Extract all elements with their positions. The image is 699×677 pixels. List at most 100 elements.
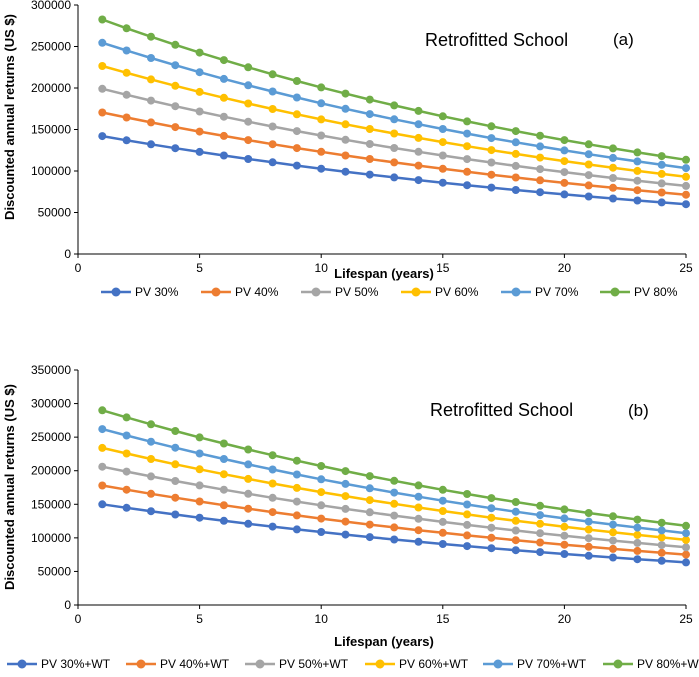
- chart-a-series-2-point: [195, 127, 204, 136]
- chart-b-series-1-point: [292, 525, 301, 534]
- chart-a-series-6-point: [560, 136, 569, 145]
- chart-b-series-1-point: [98, 500, 107, 509]
- chart-b-series-4-point: [584, 525, 593, 534]
- chart-b-series-6-point: [292, 456, 301, 465]
- chart-b-series-4-point: [122, 449, 131, 458]
- chart-a-series-5-point: [195, 68, 204, 77]
- chart-b-series-3-point: [195, 481, 204, 490]
- chart-b-series-2-point: [633, 546, 642, 555]
- chart-a-x-tick-label: 5: [196, 261, 203, 275]
- chart-a-series-1-point: [657, 198, 666, 207]
- chart-a-series-6-point: [390, 101, 399, 110]
- chart-a-series-2-point: [536, 176, 545, 185]
- chart-b-series-3-point: [463, 520, 472, 529]
- chart-b-series-5-point: [317, 475, 326, 484]
- chart-a-series-1-point: [219, 151, 228, 160]
- chart-b-series-3-point: [365, 508, 374, 517]
- chart-a-series-2-point: [317, 147, 326, 156]
- chart-b-series-3-point: [98, 462, 107, 471]
- chart-b-series-2-point: [487, 533, 496, 542]
- chart-b-series-5-point: [98, 425, 107, 434]
- chart-a-series-3-point: [438, 151, 447, 160]
- chart-a-series-1-point: [633, 196, 642, 205]
- chart-a-series-4-point: [463, 142, 472, 151]
- chart-a-series-4-point: [171, 81, 180, 90]
- chart-a-y-tick-label: 250000: [31, 40, 71, 54]
- chart-a-series-1-point: [414, 176, 423, 185]
- chart-b-series-1-point: [609, 553, 617, 562]
- chart-b-series-3-point: [292, 497, 301, 506]
- chart-b-series-1-point: [560, 550, 569, 558]
- chart-b-series-5-point: [244, 460, 253, 469]
- chart-b-series-4-point: [414, 503, 423, 512]
- chart-a-series-4-point: [219, 93, 228, 102]
- chart-a-series-3-point: [147, 96, 155, 105]
- chart-a-series-3-point: [414, 147, 423, 156]
- chart-a-legend-label-2: PV 40%: [235, 285, 279, 299]
- chart-a-series-5-point: [560, 146, 569, 155]
- chart-a-series-5-point: [341, 104, 350, 113]
- chart-a-series-4-point: [341, 120, 350, 129]
- chart-a-series-2-point: [268, 140, 277, 149]
- chart-a-series-6-point: [438, 112, 447, 121]
- chart-b-y-tick-label: 200000: [31, 464, 71, 478]
- chart-a-series-5-point: [438, 125, 447, 133]
- chart-b-series-3-point: [633, 538, 642, 547]
- chart-b-series-3-point: [657, 541, 666, 550]
- chart-b-legend-label-2: PV 40%+WT: [160, 657, 230, 671]
- chart-a-legend-label-6: PV 80%: [634, 285, 678, 299]
- chart-b-series-1-point: [511, 546, 520, 555]
- chart-b-series-2-point: [341, 517, 350, 526]
- chart-b-series-2-point: [317, 514, 326, 523]
- chart-b-series-3-point: [511, 526, 520, 535]
- chart-b-series-5-point: [463, 500, 472, 509]
- chart-b-series-6-point: [147, 420, 155, 429]
- chart-a-series-4-point: [317, 115, 326, 124]
- chart-b-series-3-point: [341, 504, 350, 513]
- chart-b-y-tick-label: 50000: [38, 564, 72, 578]
- chart-b-series-4-point: [536, 519, 545, 528]
- chart-a-series-3-point: [536, 165, 545, 174]
- chart-b-series-2-point: [390, 523, 399, 532]
- chart-b-legend-marker-6: [613, 659, 623, 669]
- chart-b-series-4-point: [195, 465, 204, 474]
- chart-b-series-1-point: [438, 540, 447, 548]
- chart-b-series-4-point: [560, 522, 569, 531]
- chart-a-series-3-point: [219, 112, 228, 121]
- chart-a-legend-marker-1: [111, 287, 121, 297]
- chart-a-series-6-point: [584, 140, 593, 149]
- chart-b-series-4-point: [244, 474, 253, 483]
- chart-b-series-4-point: [390, 499, 399, 508]
- chart-a-series-6-point: [463, 117, 472, 126]
- chart-a-series-5-point: [487, 134, 496, 143]
- chart-b-series-6-point: [463, 490, 472, 498]
- chart-a-series-3-point: [244, 117, 253, 126]
- chart-b-series-2-point: [292, 511, 301, 520]
- chart-a-series-6-point: [122, 24, 131, 33]
- chart-a-series-4-point: [122, 68, 131, 77]
- chart-b-x-tick-label: 20: [558, 612, 572, 626]
- chart-b-y-tick-label: 300000: [31, 397, 71, 411]
- chart-b-series-4-point: [268, 479, 277, 488]
- chart-b-series-5-point: [584, 517, 593, 526]
- chart-a-series-3-point: [365, 140, 374, 148]
- chart-b-y-axis-label: Discounted annual returns (US $): [2, 384, 17, 590]
- chart-a-series-2-point: [244, 136, 253, 145]
- chart-a-series-2-point: [584, 181, 593, 190]
- chart-a-series-4-point: [584, 160, 593, 169]
- chart-a-legend-label-4: PV 60%: [435, 285, 479, 299]
- chart-a-series-4-point: [292, 110, 301, 119]
- chart-b-series-1-point: [244, 519, 253, 528]
- chart-b-series-2-point: [560, 540, 569, 549]
- chart-a-series-3-point: [195, 107, 204, 116]
- chart-b-series-3-point: [682, 543, 690, 552]
- chart-b-series-2-point: [511, 536, 520, 545]
- chart-a-series-1-point: [292, 161, 301, 170]
- chart-a-series-4-point: [244, 99, 253, 108]
- chart-b-series-2-point: [438, 528, 447, 537]
- chart-a-y-axis-label: Discounted annual returns (US $): [2, 14, 17, 220]
- chart-a-series-6-point: [633, 148, 642, 157]
- chart-a-series-4-point: [609, 163, 617, 172]
- chart-a-series-3-point: [463, 155, 472, 164]
- chart-b-series-6-point: [365, 472, 374, 481]
